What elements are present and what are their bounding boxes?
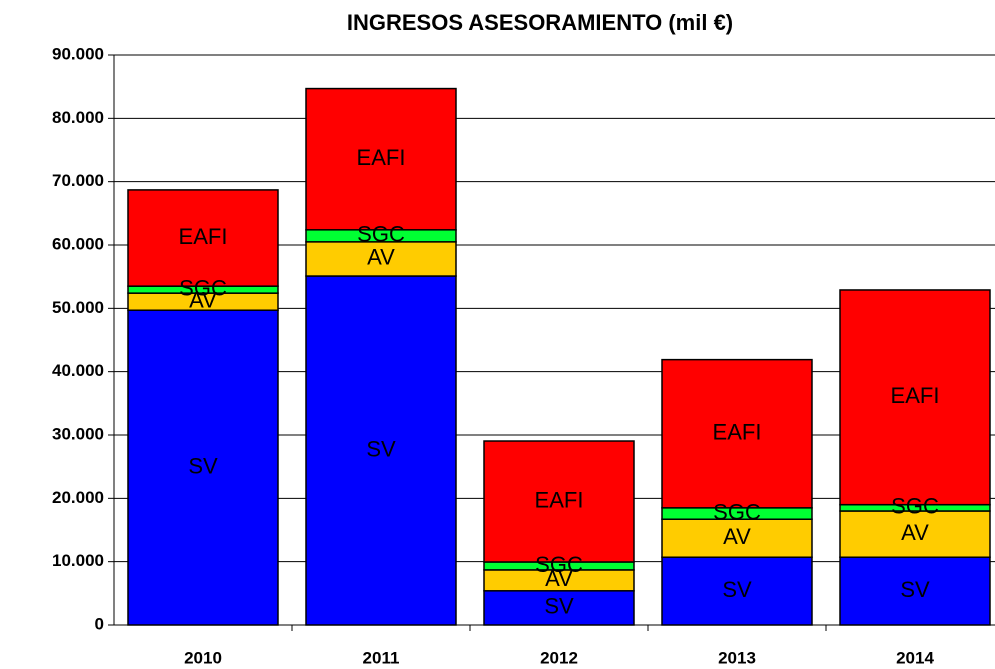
segment-label: AV [545, 566, 573, 591]
y-tick-label: 40.000 [52, 361, 104, 380]
bar-segment [839, 289, 991, 506]
segment-label: SV [722, 577, 752, 602]
y-tick-label: 30.000 [52, 424, 104, 443]
segment-label: EAFI [357, 145, 406, 170]
y-tick-label: 10.000 [52, 551, 104, 570]
x-tick-label: 2010 [184, 648, 222, 667]
bar-segment [127, 189, 279, 287]
segment-label: AV [723, 524, 751, 549]
y-tick-label: 60.000 [52, 234, 104, 253]
chart-title: INGRESOS ASESORAMIENTO (mil €) [347, 10, 733, 35]
segment-label: SGC [713, 499, 761, 524]
x-tick-label: 2012 [540, 648, 578, 667]
segment-label: SV [544, 594, 574, 619]
bar-segment [305, 87, 457, 231]
bar-segment [839, 556, 991, 626]
segment-label: SV [188, 453, 218, 478]
segment-label: EAFI [891, 383, 940, 408]
segment-label: SGC [357, 222, 405, 247]
segment-label: SGC [891, 494, 939, 519]
bar-segment [127, 309, 279, 626]
y-tick-label: 70.000 [52, 171, 104, 190]
x-tick-label: 2011 [363, 648, 400, 667]
segment-label: EAFI [535, 487, 584, 512]
segment-label: SV [900, 577, 930, 602]
x-tick-label: 2013 [718, 648, 756, 667]
bar-segment [661, 518, 813, 558]
y-tick-label: 0 [95, 614, 104, 633]
segment-label: SGC [535, 552, 583, 577]
bar-segment [305, 275, 457, 626]
segment-label: EAFI [179, 224, 228, 249]
segment-label: EAFI [713, 420, 762, 445]
x-tick-label: 2014 [896, 648, 934, 667]
y-tick-label: 80.000 [52, 108, 104, 127]
segment-label: AV [901, 520, 929, 545]
segment-label: SV [366, 436, 396, 461]
bar-segment [305, 241, 457, 277]
y-tick-label: 90.000 [52, 44, 104, 63]
bar-segment [661, 556, 813, 626]
bar-segment [483, 440, 635, 563]
segment-label: SGC [179, 275, 227, 300]
segment-label: AV [367, 245, 395, 270]
y-tick-label: 20.000 [52, 488, 104, 507]
bar-segment [661, 358, 813, 509]
segment-label: AV [189, 287, 217, 312]
y-tick-label: 50.000 [52, 298, 104, 317]
bar-segment [839, 510, 991, 558]
